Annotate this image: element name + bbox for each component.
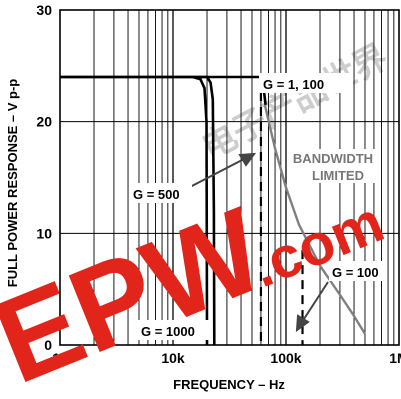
y-axis-title: FULL POWER RESPONSE – V p-p <box>5 79 20 288</box>
series-line <box>60 75 216 346</box>
series-line <box>60 75 267 106</box>
x-axis-title: FREQUENCY – Hz <box>173 377 285 392</box>
arrow-g500-head <box>238 152 257 167</box>
label-limited: LIMITED <box>312 168 364 183</box>
watermark: 电子产品世界 <box>196 38 394 167</box>
series-layer <box>60 75 367 346</box>
plot-area <box>59 9 400 346</box>
arrow-g100-head <box>295 314 310 333</box>
label-g1000: G = 1000 <box>141 324 195 339</box>
series-line <box>263 104 367 335</box>
label-bandwidth: BANDWIDTH <box>293 151 373 166</box>
watermark-latin: EPW <box>0 182 282 399</box>
x-tick-label: 1M <box>389 350 401 366</box>
y-tick-label: 20 <box>36 114 52 130</box>
label-g100: G = 100 <box>332 265 379 280</box>
x-tick-label: 1k <box>52 350 68 366</box>
watermark-com: .com <box>243 189 393 300</box>
arrow-g100 <box>301 281 329 323</box>
watermark-cjk: 电子产品世界 <box>196 38 394 167</box>
y-tick-label: 30 <box>36 2 52 18</box>
limit-lines <box>259 77 304 345</box>
annotation-arrows <box>187 152 329 333</box>
x-tick-label: 100k <box>270 350 301 366</box>
y-tick-label: 10 <box>36 225 52 241</box>
tick-labels: 1k 10k 100k 1M 0 10 20 30 <box>36 2 401 366</box>
label-g1-100: G = 1, 100 <box>263 77 324 92</box>
arrow-g500 <box>187 157 247 189</box>
annotations: G = 1, 100 BANDWIDTH LIMITED G = 500 G =… <box>130 73 387 340</box>
y-tick-label: 0 <box>44 337 52 353</box>
watermark-overlay: EPW .com <box>0 182 392 399</box>
x-tick-label: 10k <box>161 350 185 366</box>
label-g500: G = 500 <box>133 187 180 202</box>
series-line <box>192 75 209 346</box>
